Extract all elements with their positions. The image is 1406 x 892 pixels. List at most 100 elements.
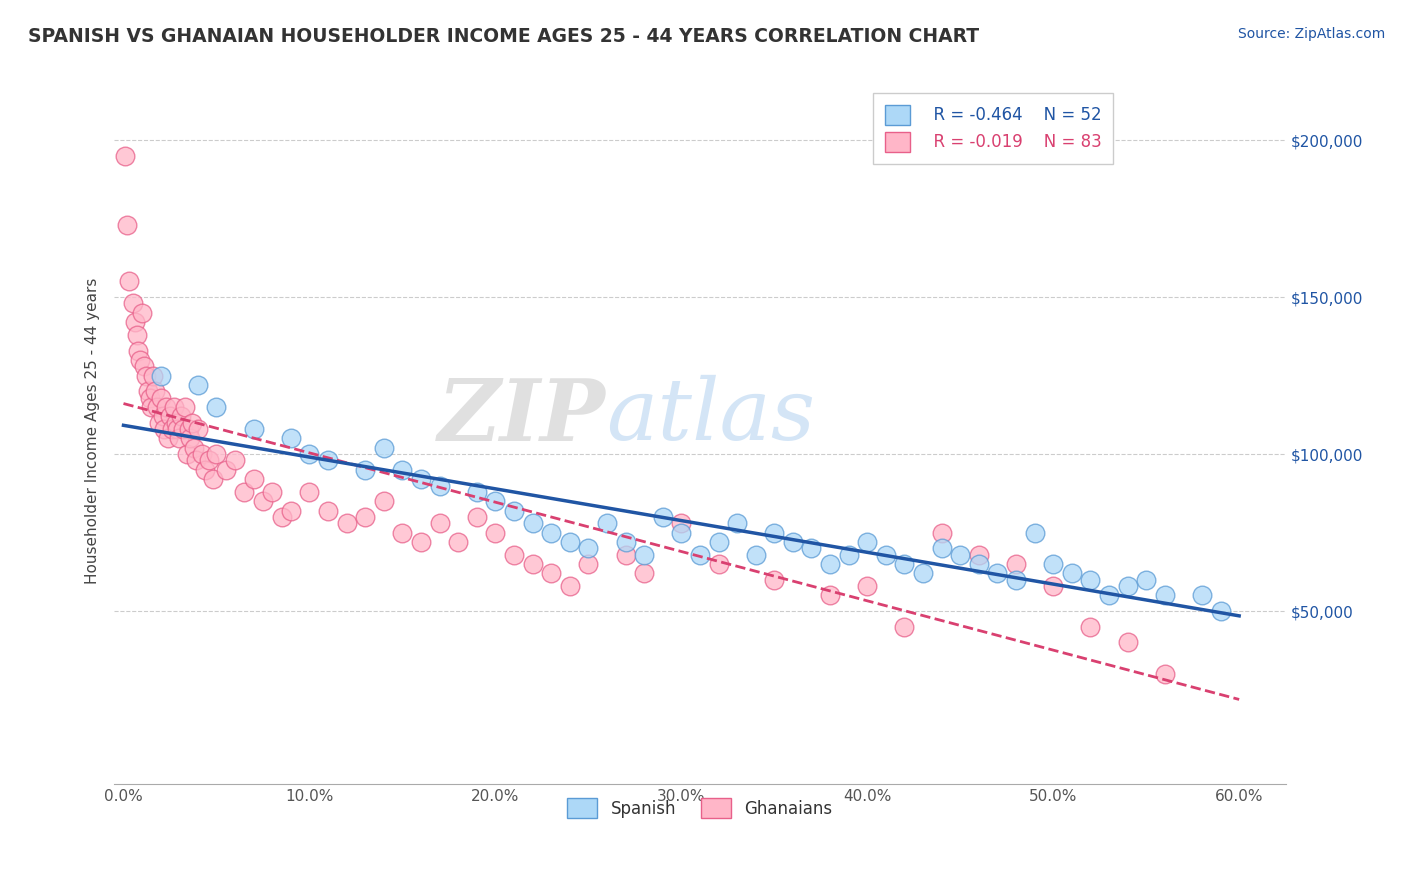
Point [183,441,205,455]
Point [429,516,451,531]
Point [1005,557,1028,571]
Point [160,422,183,436]
Point [671,516,693,531]
Point [169,432,191,446]
Point [141,400,163,414]
Point [465,509,488,524]
Text: Source: ZipAtlas.com: Source: ZipAtlas.com [1237,27,1385,41]
Point [614,535,637,549]
Point [373,441,395,455]
Point [166,422,188,436]
Point [540,525,562,540]
Point [138,391,160,405]
Point [856,579,879,593]
Point [198,453,221,467]
Point [707,557,730,571]
Point [159,409,181,424]
Point [1153,588,1175,602]
Point [149,368,172,383]
Point [233,484,256,499]
Point [558,535,581,549]
Point [614,548,637,562]
Text: atlas: atlas [606,376,815,458]
Point [503,548,526,562]
Point [912,566,935,581]
Point [522,557,544,571]
Point [1135,573,1157,587]
Point [177,422,200,436]
Point [118,275,141,289]
Point [316,453,339,467]
Point [484,525,506,540]
Point [576,557,599,571]
Point [152,409,174,424]
Point [187,378,209,392]
Point [187,422,209,436]
Point [1116,579,1139,593]
Point [671,525,693,540]
Point [1042,557,1064,571]
Point [1116,635,1139,649]
Point [633,548,655,562]
Point [484,494,506,508]
Point [127,343,149,358]
Point [190,447,212,461]
Point [124,315,146,329]
Point [224,453,246,467]
Point [1153,666,1175,681]
Point [184,453,207,467]
Point [181,416,204,430]
Point [205,447,228,461]
Point [558,579,581,593]
Point [1042,579,1064,593]
Point [316,503,339,517]
Point [129,353,152,368]
Point [447,535,470,549]
Point [121,296,143,310]
Point [576,541,599,556]
Point [1098,588,1121,602]
Point [763,525,786,540]
Point [1191,588,1213,602]
Point [354,509,377,524]
Point [931,525,953,540]
Point [262,484,284,499]
Point [157,432,180,446]
Point [689,548,711,562]
Point [875,548,897,562]
Point [893,620,915,634]
Point [633,566,655,581]
Point [143,384,166,399]
Point [336,516,359,531]
Point [763,573,786,587]
Point [242,422,264,436]
Point [165,416,187,430]
Point [856,535,879,549]
Point [132,359,155,374]
Point [114,149,136,163]
Point [201,472,224,486]
Point [115,218,138,232]
Point [818,588,841,602]
Point [465,484,488,499]
Point [205,400,228,414]
Point [298,447,321,461]
Point [153,422,176,436]
Point [173,400,195,414]
Point [155,400,177,414]
Point [429,478,451,492]
Point [146,400,169,414]
Point [800,541,823,556]
Point [252,494,274,508]
Point [725,516,748,531]
Point [280,503,302,517]
Point [270,509,292,524]
Point [1209,604,1232,618]
Point [354,463,377,477]
Point [163,400,186,414]
Point [373,494,395,508]
Point [782,535,804,549]
Point [596,516,619,531]
Point [409,472,432,486]
Point [280,432,302,446]
